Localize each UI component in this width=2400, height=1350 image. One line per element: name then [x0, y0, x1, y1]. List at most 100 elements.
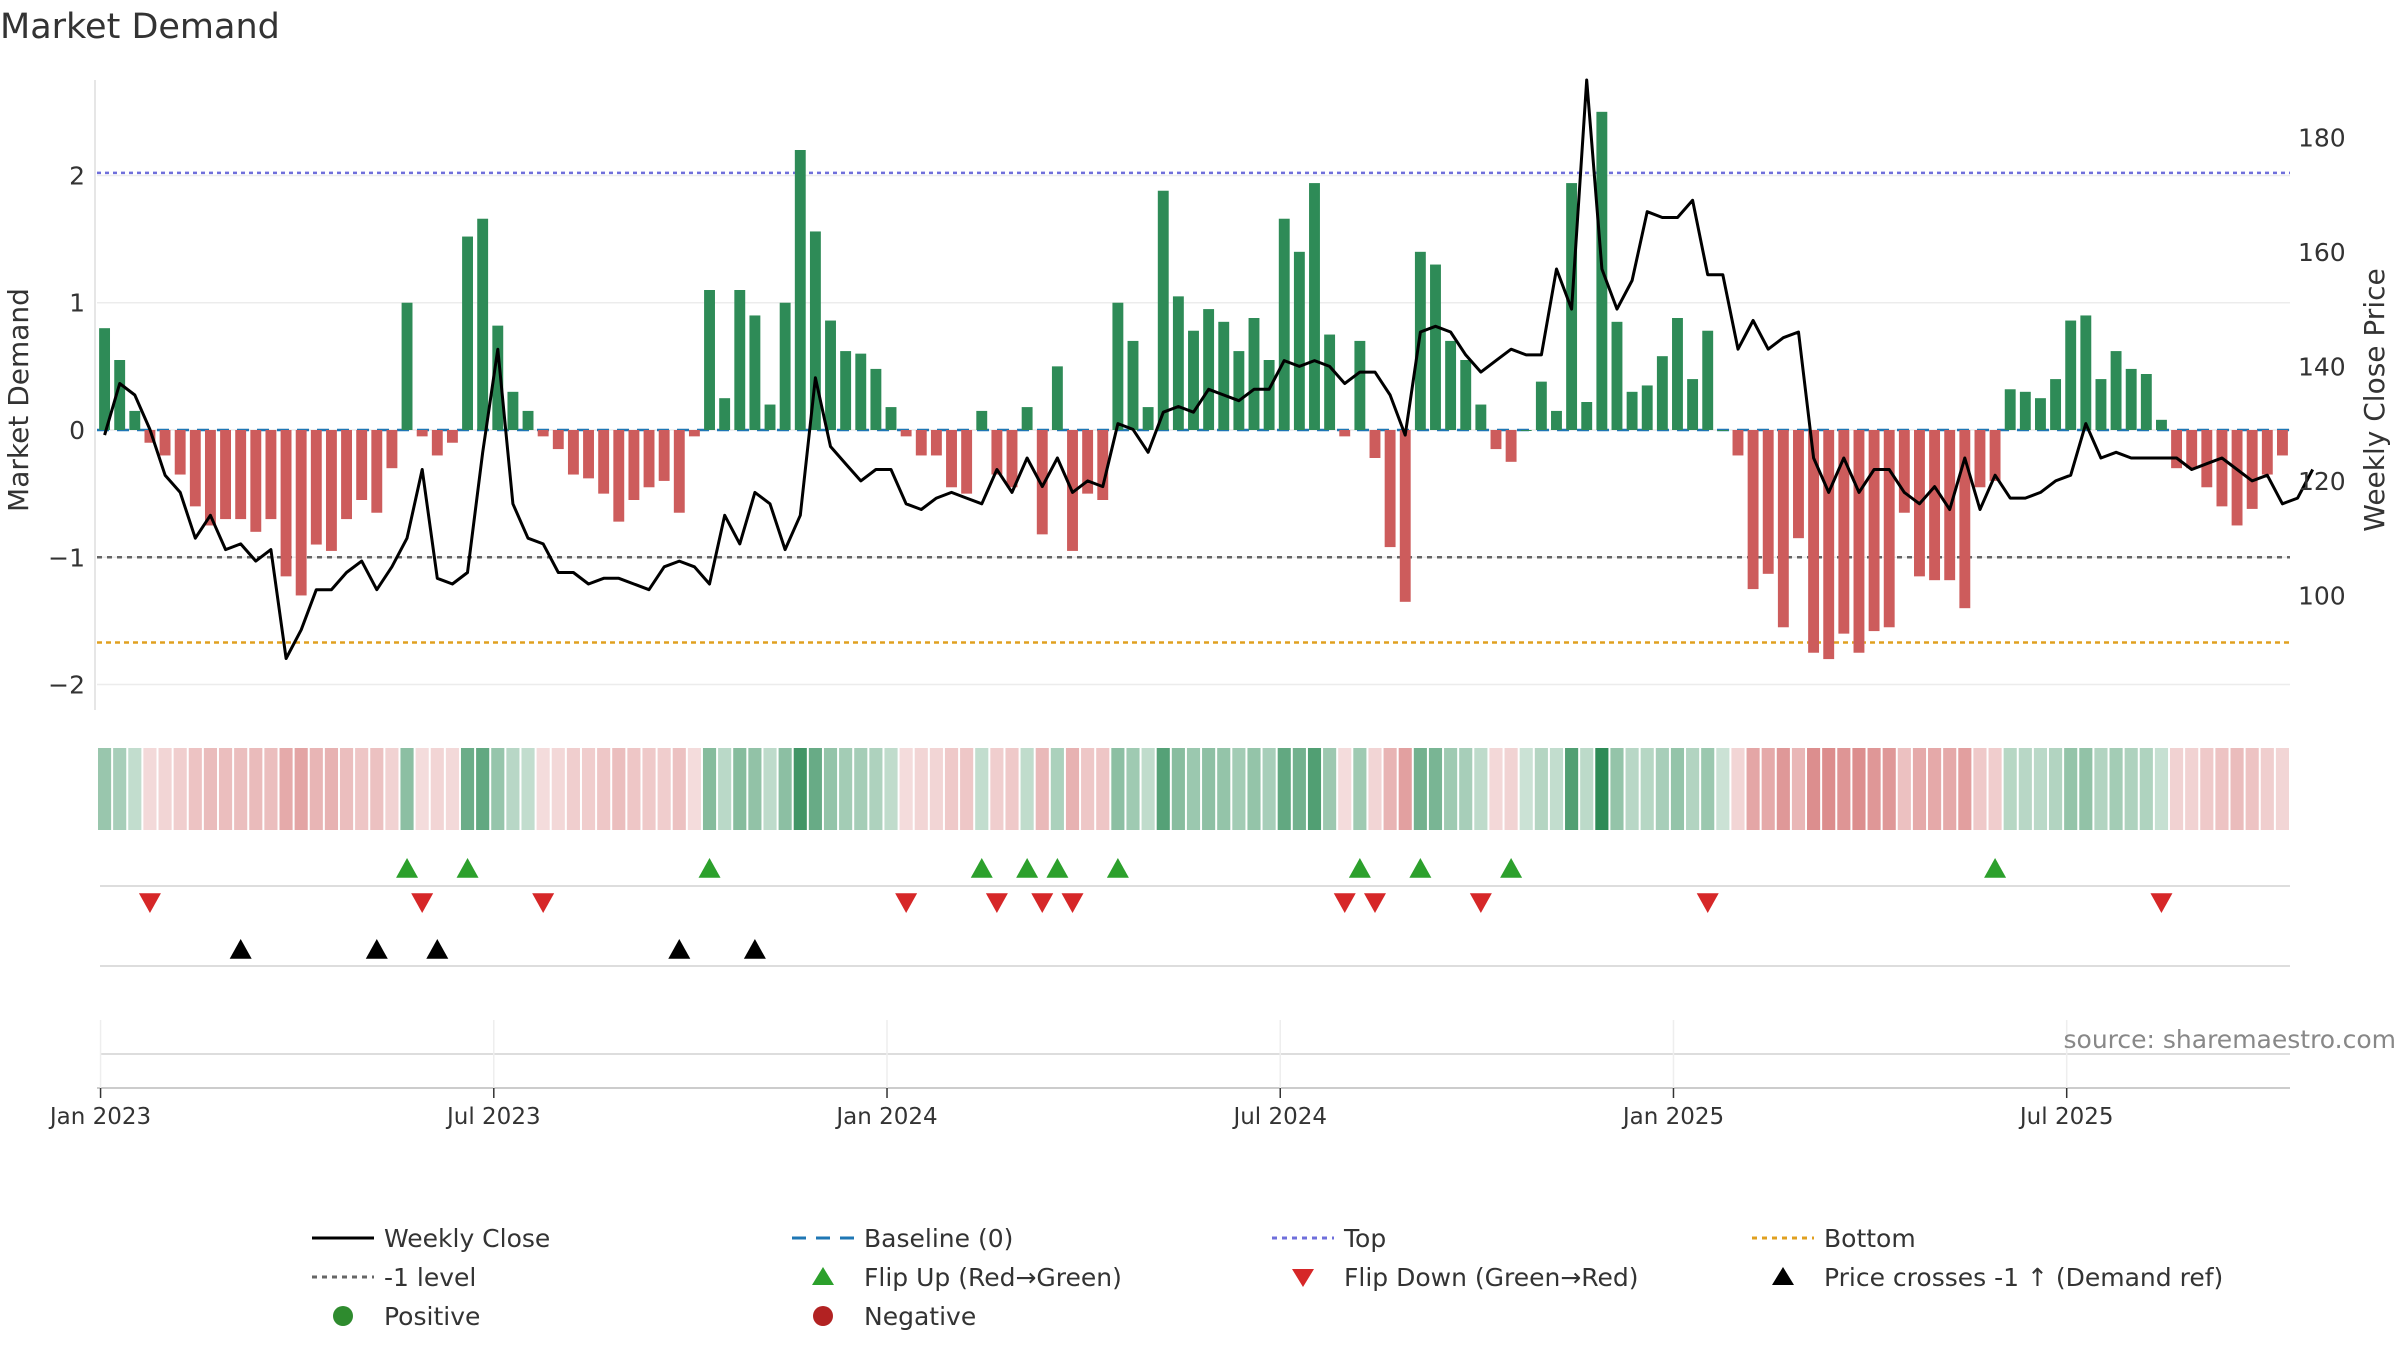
heat-cell — [1867, 748, 1881, 830]
demand-bar — [401, 302, 413, 430]
heat-cell — [1065, 748, 1080, 830]
heat-cell — [1141, 748, 1155, 830]
axes: 2 1 0 −1 −2 100 120 140 160 180 Jan 2023 Jul 2023 Ja… — [48, 80, 2346, 1130]
heat-cell — [2049, 748, 2063, 830]
flip-down-marker — [1061, 893, 1084, 913]
heat-cell — [1171, 748, 1185, 830]
heat-cell — [279, 748, 293, 830]
demand-bar — [643, 430, 655, 488]
heat-cell — [929, 748, 943, 830]
heat-cell — [1338, 748, 1352, 830]
demand-bar — [1051, 366, 1063, 430]
heat-cell — [657, 748, 671, 830]
flip-down-marker — [411, 893, 434, 913]
demand-bar — [688, 430, 700, 437]
demand-bar — [1974, 430, 1986, 488]
demand-bar — [341, 430, 352, 520]
demand-bar — [1853, 430, 1865, 653]
demand-bar — [2171, 430, 2183, 469]
heat-cell — [294, 748, 308, 830]
demand-bar — [1611, 321, 1623, 430]
heat-cell — [748, 748, 762, 830]
demand-bar — [1898, 430, 1910, 513]
heat-cell — [1580, 748, 1594, 830]
demand-bar — [2246, 430, 2258, 509]
price-cross-marker — [743, 939, 766, 959]
legend-swatch-dot-marker — [333, 1306, 353, 1326]
y-axis-label-right: Weekly Close Price — [2358, 268, 2391, 531]
demand-bar — [1777, 430, 1789, 628]
price-cross-marker — [426, 939, 449, 959]
flip-up-marker — [1348, 858, 1371, 878]
heat-cell — [702, 748, 717, 830]
demand-bar — [1656, 356, 1668, 430]
heat-cell — [1247, 748, 1261, 830]
heat-cell — [2079, 748, 2093, 830]
legend-swatch-triangle-down — [1292, 1269, 1314, 1287]
demand-bar — [371, 430, 383, 513]
left-tick-label: 2 — [69, 161, 85, 190]
demand-bar — [1581, 402, 1593, 430]
demand-bar — [870, 368, 882, 430]
heat-cell — [566, 748, 580, 830]
left-tick-label: −2 — [48, 671, 85, 700]
demand-bar — [1142, 407, 1154, 430]
heat-cell — [1050, 748, 1064, 830]
demand-bar — [1838, 430, 1850, 634]
heat-cell — [1746, 748, 1760, 830]
heat-cell — [793, 748, 807, 830]
left-tick-label: 0 — [69, 416, 85, 445]
heat-cell — [1277, 748, 1291, 830]
heat-cell — [218, 748, 233, 830]
legend-label: -1 level — [384, 1263, 476, 1292]
heat-cell — [1186, 748, 1201, 830]
heat-cell — [491, 748, 505, 830]
heat-cell — [2200, 748, 2214, 830]
demand-bar — [1959, 430, 1971, 609]
legend: Weekly Close Baseline (0) Top Bottom -1 leve… — [312, 1224, 2223, 1331]
demand-bar — [825, 320, 836, 430]
flip-up-marker — [1409, 858, 1432, 878]
heat-cell — [1776, 748, 1790, 830]
heat-cell — [854, 748, 868, 830]
legend-label: Positive — [384, 1302, 480, 1331]
heat-cell — [1020, 748, 1034, 830]
demand-bar — [492, 325, 504, 430]
heat-cell — [1262, 748, 1276, 830]
demand-bar — [2261, 430, 2273, 475]
heat-cell — [1882, 748, 1896, 830]
demand-bar — [99, 328, 111, 430]
heat-cell — [355, 748, 369, 830]
demand-bar — [1248, 318, 1260, 430]
demand-bars — [99, 111, 2288, 660]
demand-bar — [1641, 385, 1653, 430]
heat-cell — [2003, 748, 2017, 830]
demand-bar — [2050, 379, 2062, 430]
heat-cell — [2230, 748, 2244, 830]
left-tick-label: 1 — [69, 289, 85, 318]
heat-cell — [173, 748, 187, 830]
heat-cell — [627, 748, 641, 830]
demand-bar — [794, 150, 806, 430]
demand-bar — [1687, 379, 1699, 430]
heat-cell — [1232, 748, 1246, 830]
flip-up-marker — [1046, 858, 1069, 878]
left-tick-label: −1 — [48, 543, 85, 572]
legend-label: Baseline (0) — [864, 1224, 1013, 1253]
demand-bar — [1369, 430, 1381, 458]
heat-cell — [672, 748, 686, 830]
heat-cell — [1096, 748, 1110, 830]
legend-label: Weekly Close — [384, 1224, 550, 1253]
heat-cell — [460, 748, 475, 830]
heat-cell — [1686, 748, 1700, 830]
demand-bar — [235, 430, 247, 520]
heat-cell — [1988, 748, 2002, 830]
demand-bar — [930, 430, 942, 456]
demand-bar — [295, 430, 307, 596]
heat-cell — [975, 748, 989, 830]
heat-cell — [1625, 748, 1639, 830]
demand-bar — [915, 430, 927, 456]
demand-bar — [1445, 340, 1457, 430]
heat-cell — [1428, 748, 1443, 830]
demand-bar — [174, 430, 186, 475]
